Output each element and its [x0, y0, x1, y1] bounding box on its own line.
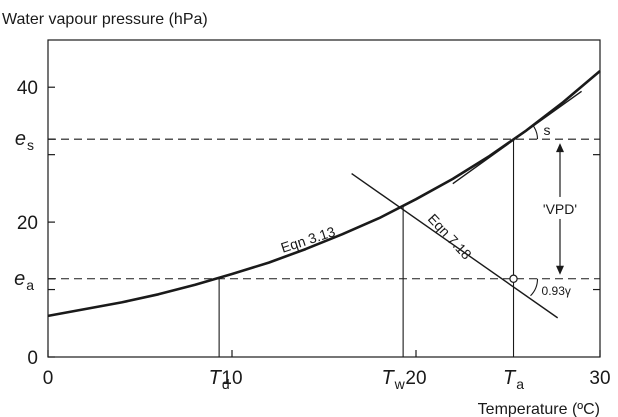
- vpd-label-bg: [533, 196, 587, 219]
- x-tick-label-3: 30: [589, 368, 610, 389]
- y-symbol-0: ea: [14, 268, 34, 293]
- x-symbol-1-main: T: [381, 367, 395, 389]
- plot-frame: [47, 39, 601, 358]
- series-layer: [47, 70, 601, 319]
- vpd-arrow-head-bottom: [556, 265, 564, 275]
- curve-label-eqn-3-13: Eqn 3.13: [279, 223, 337, 256]
- x-tick-label-1: 10: [221, 368, 242, 389]
- tangent-line: [452, 90, 583, 185]
- x-symbol-0-main: T: [209, 367, 223, 389]
- labels-layer: Eqn 3.13 Eqn 7.18 s 0.93γ 'VPD': [279, 122, 587, 298]
- y-symbol-1: es: [15, 128, 34, 153]
- y-tick-label-0: 0: [27, 348, 38, 369]
- psychro-angle-arc: [530, 278, 539, 297]
- x-symbol-2: Ta: [503, 367, 524, 392]
- x-symbol-0: Td: [209, 367, 230, 392]
- y-symbol-0-sub: a: [26, 277, 34, 293]
- x-tick-label-0: 0: [43, 368, 54, 389]
- curve-label-eqn-7-18: Eqn 7.18: [425, 211, 475, 263]
- reference-lines-layer: [48, 138, 600, 357]
- y-tick-label-2: 40: [17, 78, 38, 99]
- x-symbol-2-sub: a: [516, 376, 524, 392]
- x-symbol-1-sub: w: [394, 376, 406, 392]
- wet-bulb-line: [351, 172, 559, 319]
- vpd-arrow-head-top: [556, 143, 564, 153]
- vpd-label: 'VPD': [543, 201, 577, 217]
- x-symbol-2-main: T: [503, 367, 517, 389]
- x-symbol-1: Tw: [381, 367, 405, 392]
- x-axis-title: Temperature (ºC): [478, 401, 600, 417]
- y-tick-label-1: 20: [17, 213, 38, 234]
- s-label: s: [544, 122, 551, 138]
- psychro-label: 0.93γ: [542, 284, 571, 298]
- s-angle-arc: [533, 125, 539, 140]
- y-symbol-1-sub: s: [27, 137, 34, 153]
- y-symbol-1-main: e: [15, 128, 26, 150]
- y-symbol-0-main: e: [14, 268, 25, 290]
- x-tick-label-2: 20: [405, 368, 426, 389]
- y-axis-title: Water vapour pressure (hPa): [2, 11, 208, 28]
- open-marker: [509, 274, 518, 283]
- x-symbol-0-sub: d: [222, 376, 230, 392]
